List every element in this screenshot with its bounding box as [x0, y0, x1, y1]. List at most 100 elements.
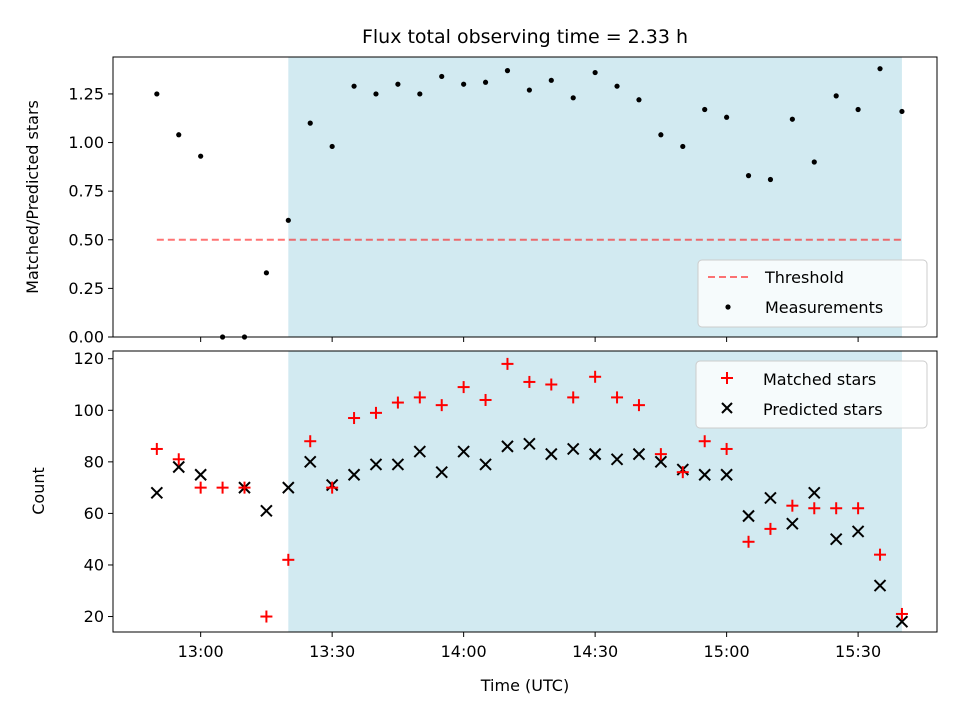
predicted-star-point: [829, 532, 843, 546]
matched-star-point: [589, 370, 602, 383]
ratio-y-axis: 0.00 0.25 0.50 0.75 1.00 1.25: [68, 84, 113, 347]
predicted-star-point: [150, 486, 164, 499]
measurement-point: [176, 132, 182, 138]
predicted-star-point: [172, 460, 185, 474]
matched-star-point: [764, 522, 777, 535]
ratio-panel: Flux total observing time = 2.33 h 0.00 0…: [23, 26, 938, 347]
time-x-tick-label: 15:00: [704, 642, 750, 661]
count-legend-box: [695, 360, 928, 429]
predicted-star-points: [150, 437, 909, 628]
predicted-star-point: [347, 468, 361, 481]
measurement-point: [702, 106, 708, 113]
measurement-point: [548, 77, 554, 83]
ratio-x-ticks: [200, 337, 859, 342]
ratio-legend-box: [697, 259, 928, 328]
matched-star-point: [413, 391, 426, 404]
measurement-point: [592, 69, 598, 76]
predicted-star-point: [260, 504, 273, 518]
count-y-tick-label: 80: [84, 452, 104, 471]
ratio-y-tick-label: 0.25: [68, 279, 104, 298]
chart-title: Flux total observing time = 2.33 h: [362, 26, 688, 48]
matched-star-point: [457, 381, 470, 394]
measurement-point: [877, 66, 883, 72]
predicted-star-point: [632, 447, 646, 461]
ratio-y-tick-label: 1.25: [68, 84, 104, 103]
time-x-tick-label: 13:00: [178, 642, 224, 661]
measurement-point: [680, 143, 686, 150]
matched-star-point: [304, 435, 317, 448]
predicted-star-point: [457, 445, 470, 458]
count-plot-frame: [112, 350, 938, 633]
predicted-star-point: [479, 458, 492, 471]
count-y-tick-label: 120: [73, 349, 104, 368]
measurement-point: [351, 83, 357, 89]
count-y-tick-label: 100: [73, 401, 104, 420]
count-y-axis: 20 40 60 80 100 120: [73, 349, 113, 626]
matched-star-point: [874, 548, 887, 561]
matched-star-point: [852, 502, 865, 515]
predicted-star-point: [786, 517, 799, 530]
measurement-point: [658, 132, 664, 138]
legend-predicted-swatch: [721, 402, 733, 414]
predicted-star-point: [764, 491, 777, 505]
measurement-point: [285, 217, 291, 223]
matched-star-point: [194, 481, 207, 494]
matched-star-point: [391, 396, 404, 409]
ratio-y-tick-label: 0.00: [68, 328, 104, 347]
count-y-tick-label: 60: [84, 504, 104, 523]
matched-star-point: [369, 406, 382, 419]
matched-star-point: [523, 375, 536, 388]
ratio-y-tick-label: 0.50: [68, 230, 104, 249]
time-x-tick-label: 13:30: [309, 642, 355, 661]
ratio-plot-frame: [112, 56, 938, 338]
measurement-point: [461, 81, 467, 87]
matched-star-points: [150, 357, 908, 623]
matched-star-point: [501, 357, 514, 370]
matched-star-point: [326, 481, 339, 494]
count-panel: 20 40 60 80 100 120 13:00 13:30 14:00 14:30 15:00…: [29, 349, 938, 695]
matched-star-point: [567, 391, 580, 404]
measurement-point: [526, 87, 532, 93]
predicted-star-point: [567, 442, 580, 456]
matched-star-point: [260, 610, 273, 623]
measurement-point: [154, 91, 160, 97]
measurement-point: [745, 173, 752, 179]
measurement-point: [439, 73, 445, 80]
predicted-star-point: [391, 458, 405, 471]
measurement-point: [395, 81, 401, 87]
time-x-tick-label: 14:00: [441, 642, 487, 661]
ratio-y-tick-label: 1.00: [68, 133, 104, 152]
predicted-star-point: [895, 615, 909, 628]
predicted-star-point: [851, 525, 865, 538]
matched-star-point: [830, 502, 843, 515]
matched-star-point: [654, 448, 667, 461]
count-legend: Matched stars Predicted stars: [695, 360, 928, 429]
measurement-points: [154, 66, 905, 340]
matched-star-point: [545, 378, 558, 391]
measurement-point: [307, 120, 313, 126]
measurement-point: [198, 153, 204, 159]
matched-star-point: [676, 466, 689, 479]
time-x-axis-label: Time (UTC): [480, 676, 569, 695]
matched-star-point: [348, 412, 361, 425]
predicted-star-point: [808, 486, 821, 499]
matched-star-point: [895, 607, 908, 620]
matched-star-point: [720, 442, 733, 455]
predicted-star-point: [435, 465, 448, 479]
predicted-star-point: [610, 453, 624, 466]
measurement-point: [570, 95, 576, 101]
legend-predicted-label: Predicted stars: [763, 400, 883, 419]
measurement-point: [329, 143, 335, 150]
predicted-star-point: [282, 481, 295, 494]
predicted-star-point: [501, 440, 514, 453]
matched-star-point: [238, 481, 251, 494]
matched-star-point: [808, 502, 821, 515]
count-y-tick-label: 40: [84, 555, 104, 574]
matched-star-point: [172, 453, 185, 466]
matched-star-point: [698, 435, 711, 448]
time-x-tick-label: 15:30: [835, 642, 881, 661]
measurement-point: [373, 91, 379, 97]
predicted-star-point: [545, 447, 558, 461]
matched-star-point: [479, 393, 492, 406]
